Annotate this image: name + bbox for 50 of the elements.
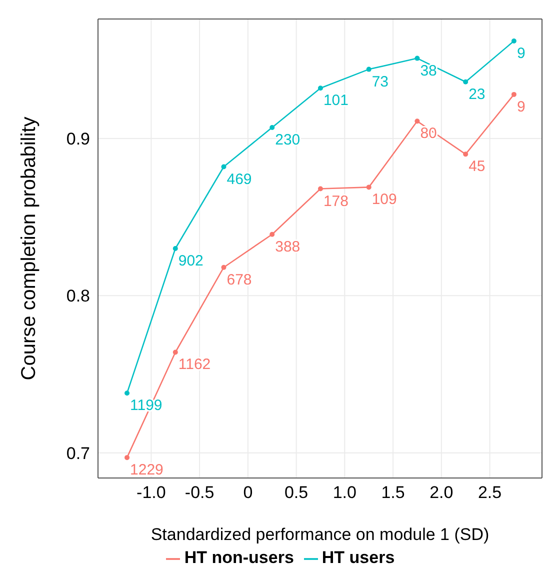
annotation: 1229 [130, 462, 164, 479]
point [221, 264, 226, 270]
annotation: 388 [275, 238, 300, 256]
annotation: 38 [420, 62, 437, 80]
x-axis-title: Standardized performance on module 1 (SD) [150, 525, 490, 544]
x-tick-label: 0.5 [284, 483, 308, 502]
point [172, 246, 178, 251]
y-axis-title: Course completion probability [18, 116, 40, 380]
y-tick-label: 0.8 [66, 286, 90, 306]
point [366, 66, 372, 72]
point [414, 56, 420, 61]
point [270, 124, 275, 130]
legend-label: HT non-users [184, 548, 294, 567]
annotation: 80 [420, 125, 437, 142]
y-tick-label: 0.7 [66, 444, 90, 463]
annotation: 1162 [178, 356, 211, 374]
annotation: 109 [372, 191, 397, 208]
point [124, 455, 130, 460]
annotation: 23 [468, 86, 486, 103]
point [270, 232, 275, 237]
x-tick-label: 0 [243, 483, 253, 502]
point [511, 92, 516, 97]
annotation: 73 [372, 73, 389, 90]
annotation: 902 [178, 252, 204, 270]
annotation: 9 [516, 45, 526, 62]
point [414, 118, 420, 124]
point [124, 390, 130, 396]
x-tick-label: 1.5 [381, 483, 405, 502]
point [318, 86, 323, 91]
legend-label: HT users [322, 548, 395, 567]
point [463, 79, 468, 84]
annotation: 45 [468, 158, 486, 176]
point [366, 184, 372, 190]
x-tick-label: -0.5 [184, 483, 214, 502]
y-tick-label: 0.9 [66, 130, 90, 148]
annotation: 9 [516, 98, 526, 116]
x-tick-label: 2.0 [430, 483, 454, 502]
x-tick-label: -1.0 [136, 483, 166, 502]
annotation: 101 [323, 92, 349, 110]
point [221, 164, 226, 170]
annotation: 178 [323, 192, 349, 210]
annotation: 230 [275, 131, 300, 148]
point [511, 38, 516, 44]
x-tick-label: 1.0 [332, 483, 356, 502]
point [463, 152, 468, 157]
annotation: 469 [226, 170, 252, 188]
annotation: 678 [226, 271, 252, 288]
point [172, 350, 178, 355]
x-tick-label: 2.5 [478, 483, 502, 502]
point [318, 186, 323, 192]
